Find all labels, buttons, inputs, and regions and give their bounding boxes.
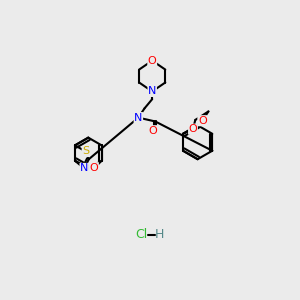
Text: N: N xyxy=(134,112,142,123)
Text: H: H xyxy=(155,228,165,241)
Text: O: O xyxy=(148,126,158,136)
Text: N: N xyxy=(80,164,88,173)
Text: Cl: Cl xyxy=(135,228,148,241)
Text: S: S xyxy=(82,146,89,157)
Text: N: N xyxy=(148,86,156,96)
Text: O: O xyxy=(198,116,207,126)
Text: O: O xyxy=(148,56,157,66)
Text: O: O xyxy=(189,124,197,134)
Text: O: O xyxy=(90,163,98,173)
